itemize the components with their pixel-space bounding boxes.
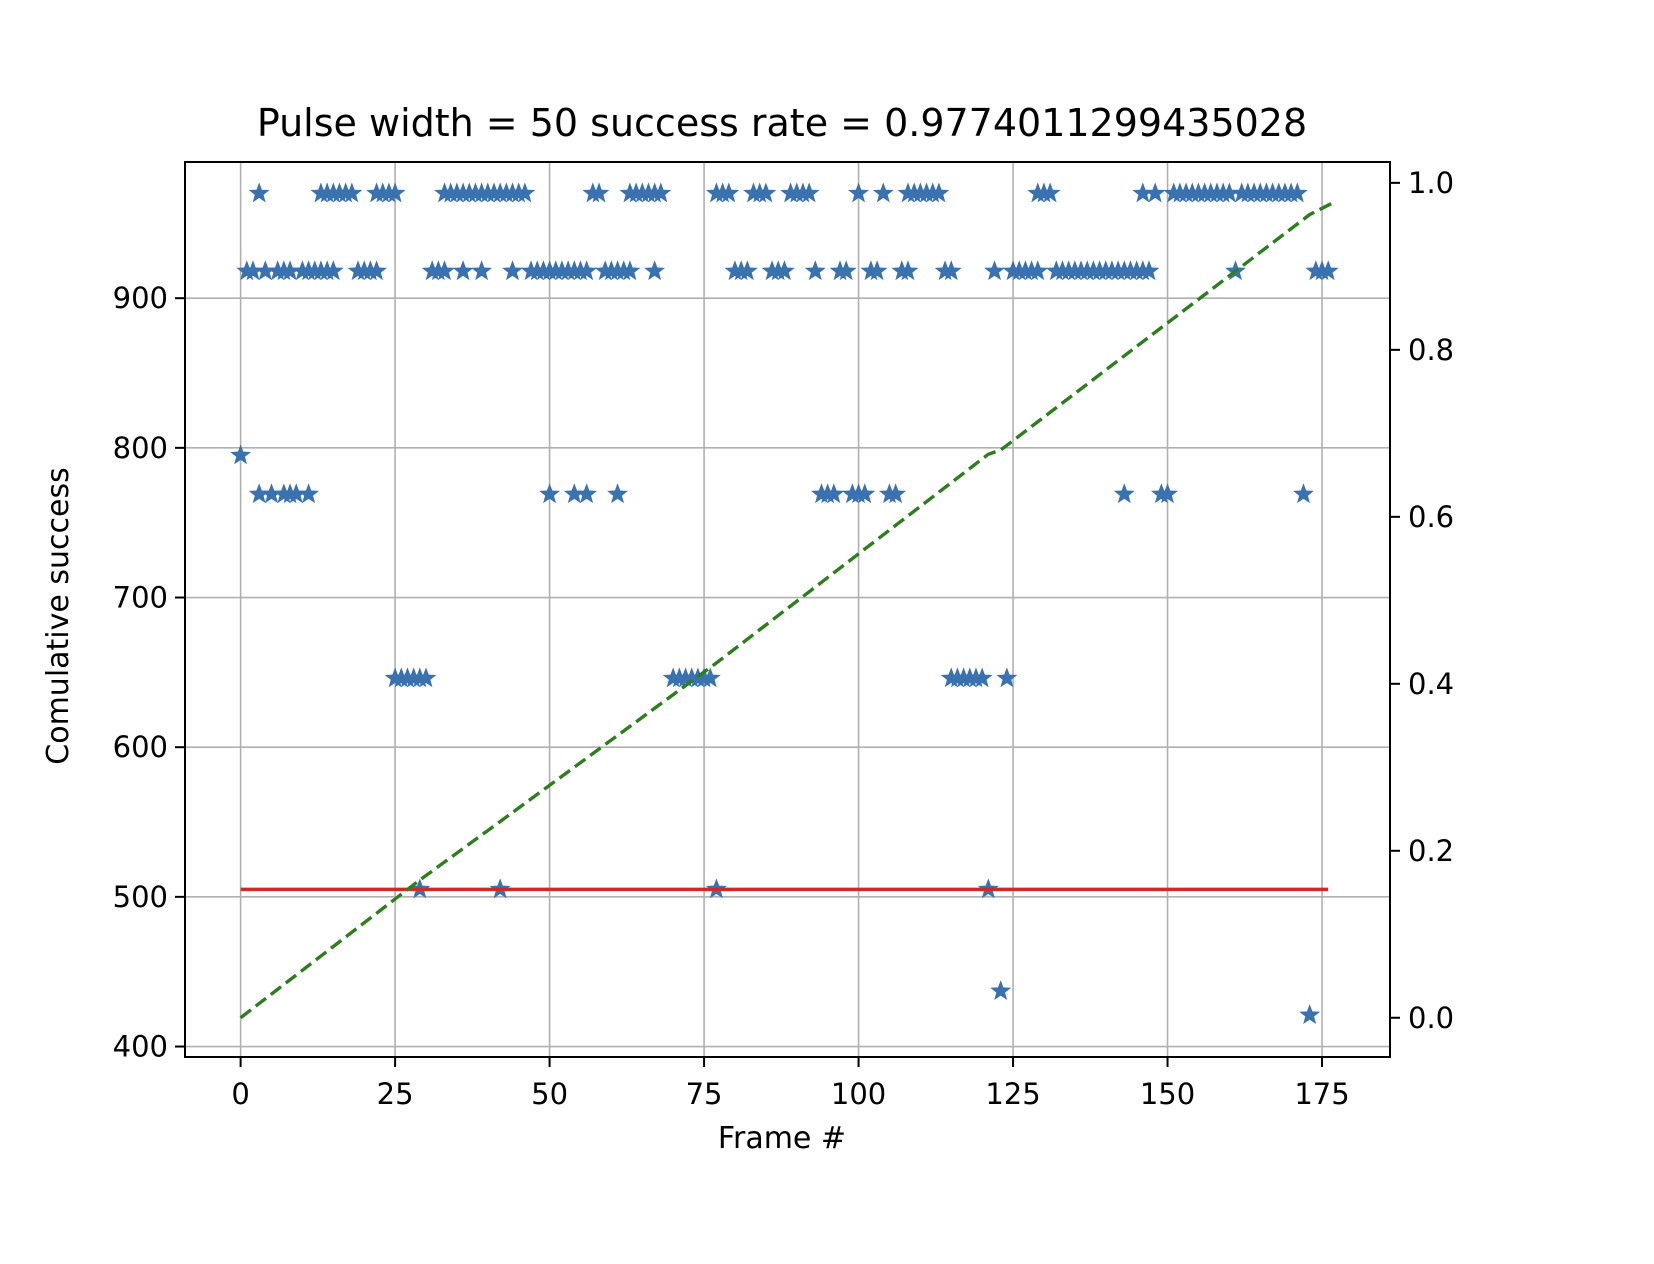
- star-marker: [539, 483, 561, 504]
- star-marker: [242, 260, 264, 281]
- star-marker: [699, 667, 721, 688]
- star-marker: [415, 667, 437, 688]
- star-marker: [823, 483, 845, 504]
- star-marker: [1293, 483, 1314, 504]
- chart-title: Pulse width = 50 success rate = 0.977401…: [257, 101, 1307, 145]
- star-marker: [940, 260, 962, 281]
- star-marker: [576, 260, 598, 281]
- y-tick-label: 800: [113, 431, 168, 465]
- y-tick-label: 600: [113, 730, 168, 764]
- star-marker: [897, 260, 919, 281]
- star-marker: [279, 260, 301, 281]
- star-marker: [1218, 182, 1240, 203]
- star-marker: [854, 483, 876, 504]
- star-marker: [885, 483, 907, 504]
- star-marker: [755, 182, 777, 203]
- star-marker: [984, 260, 1005, 281]
- star-marker: [644, 260, 666, 281]
- star-marker: [848, 182, 870, 203]
- star-marker: [971, 667, 993, 688]
- star-marker: [619, 260, 641, 281]
- star-marker: [563, 483, 585, 504]
- star-marker: [1157, 483, 1178, 504]
- x-tick-label: 100: [831, 1077, 886, 1111]
- star-marker: [514, 182, 536, 203]
- star-marker: [230, 444, 252, 465]
- star-marker: [1286, 182, 1308, 203]
- y-axis-title: Comulative success: [41, 467, 76, 764]
- star-marker: [996, 667, 1018, 688]
- star-marker: [1317, 260, 1339, 281]
- star-marker: [835, 260, 857, 281]
- star-marker: [576, 483, 598, 504]
- ticks: 0 25 50 75 100 125 150 175 400 500 600 700 800 900 0.0…: [113, 166, 1454, 1111]
- star-marker: [248, 483, 270, 504]
- x-tick-label: 125: [985, 1077, 1040, 1111]
- star-marker: [1039, 182, 1061, 203]
- x-axis-title: Frame #: [718, 1121, 846, 1156]
- star-marker: [1144, 182, 1166, 203]
- y2-tick-label: 0.4: [1408, 667, 1454, 701]
- y-tick-label: 700: [113, 581, 168, 615]
- y2-tick-label: 0.8: [1408, 333, 1454, 367]
- y2-tick-label: 0.6: [1408, 500, 1454, 534]
- series-layer: [230, 182, 1339, 1024]
- star-marker: [798, 182, 820, 203]
- star-marker: [452, 260, 474, 281]
- gridlines: [185, 162, 1390, 1057]
- star-marker: [285, 483, 307, 504]
- x-tick-label: 150: [1140, 1077, 1195, 1111]
- x-tick-label: 0: [231, 1077, 249, 1111]
- star-marker: [322, 260, 344, 281]
- y-tick-label: 400: [113, 1030, 168, 1064]
- star-marker: [718, 182, 740, 203]
- star-marker: [261, 483, 282, 504]
- y2-tick-label: 1.0: [1408, 166, 1454, 200]
- star-marker: [1113, 483, 1135, 504]
- y-tick-label: 500: [113, 880, 168, 914]
- star-marker: [990, 980, 1012, 1001]
- star-marker: [248, 182, 270, 203]
- star-marker: [298, 483, 320, 504]
- x-tick-label: 75: [686, 1077, 723, 1111]
- star-marker: [254, 260, 276, 281]
- x-tick-label: 25: [377, 1077, 414, 1111]
- star-marker: [866, 260, 888, 281]
- y2-tick-label: 0.2: [1408, 834, 1454, 868]
- star-marker: [607, 483, 629, 504]
- star-marker: [1299, 1004, 1321, 1024]
- star-marker: [928, 182, 950, 203]
- star-marker: [804, 260, 826, 281]
- y-tick-label: 900: [113, 281, 168, 315]
- star-marker: [650, 182, 672, 203]
- star-marker: [384, 182, 406, 203]
- star-marker: [366, 260, 388, 281]
- star-marker: [736, 260, 758, 281]
- star-marker: [1132, 182, 1154, 203]
- x-tick-label: 175: [1294, 1077, 1349, 1111]
- star-marker: [1027, 260, 1049, 281]
- y2-tick-label: 0.0: [1408, 1001, 1454, 1035]
- star-marker: [341, 182, 363, 203]
- plot-frame: [184, 161, 1391, 1058]
- star-marker: [872, 182, 894, 203]
- star-marker: [588, 182, 610, 203]
- star-marker: [1138, 260, 1160, 281]
- star-marker: [434, 260, 455, 281]
- star-marker: [773, 260, 795, 281]
- star-marker: [502, 260, 523, 281]
- success-rate-line: [239, 200, 1336, 1020]
- star-marker: [471, 260, 493, 281]
- x-tick-label: 50: [531, 1077, 568, 1111]
